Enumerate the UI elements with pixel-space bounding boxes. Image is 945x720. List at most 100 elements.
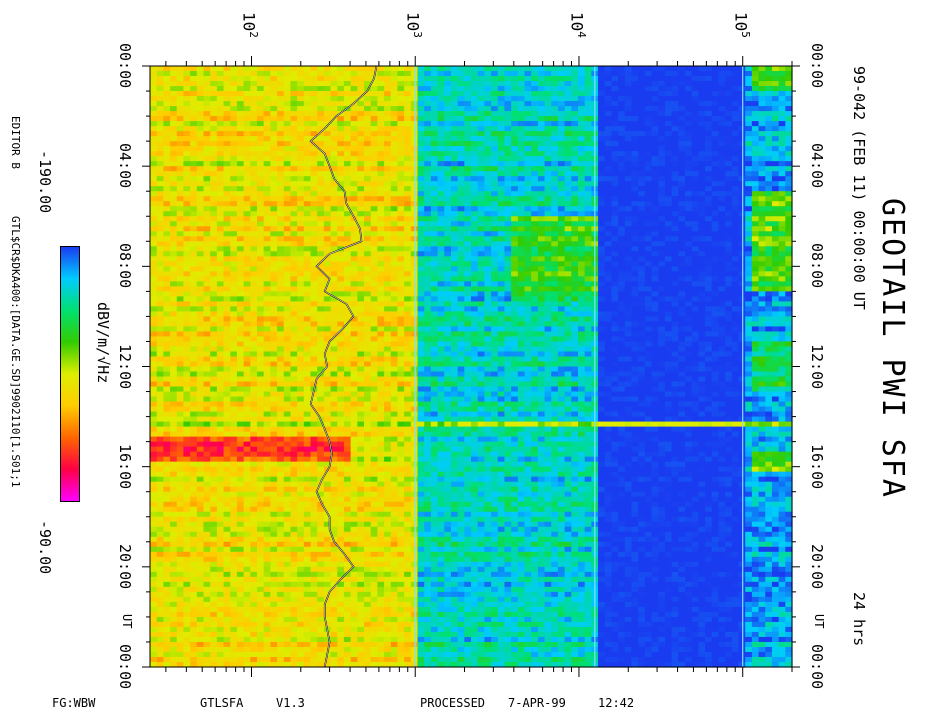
heatmap-cell: [203, 91, 211, 97]
heatmap-cell: [377, 206, 385, 212]
heatmap-cell: [477, 321, 485, 328]
heatmap-cell: [765, 311, 773, 318]
heatmap-cell: [477, 316, 485, 323]
heatmap-cell: [511, 231, 519, 237]
heatmap-cell: [751, 281, 760, 287]
heatmap-cell: [357, 256, 365, 262]
heatmap-cell: [497, 126, 506, 132]
heatmap-cell: [170, 256, 178, 262]
heatmap-cell: [350, 316, 358, 323]
heatmap-cell: [765, 121, 773, 127]
heatmap-cell: [511, 66, 519, 72]
heatmap-cell: [765, 81, 773, 87]
heatmap-cell: [678, 141, 686, 147]
heatmap-cell: [163, 181, 171, 187]
heatmap-cell: [504, 166, 512, 172]
heatmap-cell: [297, 221, 305, 227]
heatmap-cell: [156, 71, 164, 77]
heatmap-cell: [477, 161, 485, 167]
heatmap-cell: [497, 226, 506, 232]
heatmap-cell: [511, 291, 519, 297]
heatmap-cell: [190, 156, 198, 162]
heatmap-cell: [196, 106, 205, 112]
heatmap-cell: [150, 296, 158, 302]
heatmap-cell: [751, 201, 760, 207]
heatmap-cell: [544, 196, 552, 202]
heatmap-cell: [457, 166, 465, 172]
heatmap-cell: [711, 181, 720, 187]
heatmap-cell: [604, 186, 613, 192]
heatmap-cell: [196, 306, 205, 313]
heatmap-cell: [343, 91, 352, 97]
heatmap-cell: [618, 81, 626, 87]
heatmap-cell: [230, 246, 238, 252]
heatmap-cell: [571, 91, 579, 97]
heatmap-cell: [236, 126, 245, 132]
heatmap-cell: [437, 186, 445, 192]
heatmap-cell: [150, 166, 158, 172]
heatmap-cell: [457, 131, 465, 137]
heatmap-cell: [504, 191, 512, 197]
heatmap-cell: [343, 271, 352, 277]
heatmap-cell: [578, 96, 586, 102]
heatmap-cell: [678, 166, 686, 172]
heatmap-cell: [297, 106, 305, 112]
heatmap-cell: [598, 86, 606, 92]
heatmap-cell: [497, 101, 506, 107]
heatmap-cell: [176, 111, 185, 117]
heatmap-cell: [190, 71, 198, 77]
heatmap-cell: [464, 231, 472, 237]
heatmap-cell: [397, 151, 405, 157]
heatmap-cell: [263, 96, 271, 102]
heatmap-cell: [557, 106, 566, 112]
heatmap-cell: [751, 101, 760, 107]
heatmap-cell: [370, 96, 378, 102]
heatmap-cell: [705, 66, 713, 72]
heatmap-cell: [424, 206, 432, 212]
heatmap-cell: [310, 176, 318, 182]
heatmap-cell: [571, 66, 579, 72]
heatmap-cell: [216, 296, 225, 302]
heatmap-cell: [484, 286, 492, 292]
heatmap-cell: [410, 251, 419, 257]
heatmap-cell: [323, 181, 332, 187]
heatmap-cell: [551, 171, 559, 177]
heatmap-cell: [531, 131, 539, 137]
heatmap-cell: [504, 106, 512, 112]
heatmap-cell: [337, 196, 345, 202]
heatmap-cell: [638, 96, 646, 102]
heatmap-cell: [310, 311, 318, 318]
heatmap-cell: [257, 181, 265, 187]
heatmap-cell: [745, 81, 753, 87]
heatmap-cell: [624, 181, 633, 187]
heatmap-cell: [711, 266, 720, 272]
heatmap-cell: [384, 76, 392, 82]
heatmap-cell: [618, 321, 626, 328]
heatmap-cell: [778, 311, 786, 318]
heatmap-cell: [471, 166, 479, 172]
heatmap-cell: [444, 256, 452, 262]
heatmap-cell: [203, 221, 211, 227]
heatmap-cell: [230, 271, 238, 277]
heatmap-cell: [631, 231, 639, 237]
heatmap-cell: [584, 86, 592, 92]
heatmap-cell: [564, 131, 572, 137]
heatmap-cell: [511, 296, 519, 302]
heatmap-cell: [277, 196, 285, 202]
heatmap-cell: [263, 306, 271, 313]
heatmap-cell: [270, 171, 278, 177]
heatmap-cell: [364, 91, 372, 97]
heatmap-cell: [745, 286, 753, 292]
heatmap-cell: [785, 201, 793, 207]
heatmap-cell: [183, 131, 191, 137]
heatmap-cell: [290, 296, 298, 302]
heatmap-cell: [190, 241, 198, 247]
heatmap-cell: [537, 251, 546, 257]
heatmap-cell: [571, 126, 579, 132]
heatmap-cell: [190, 76, 198, 82]
heatmap-cell: [216, 176, 225, 182]
heatmap-cell: [691, 186, 699, 192]
heatmap-cell: [584, 76, 592, 82]
heatmap-cell: [531, 281, 539, 287]
heatmap-cell: [765, 221, 773, 227]
